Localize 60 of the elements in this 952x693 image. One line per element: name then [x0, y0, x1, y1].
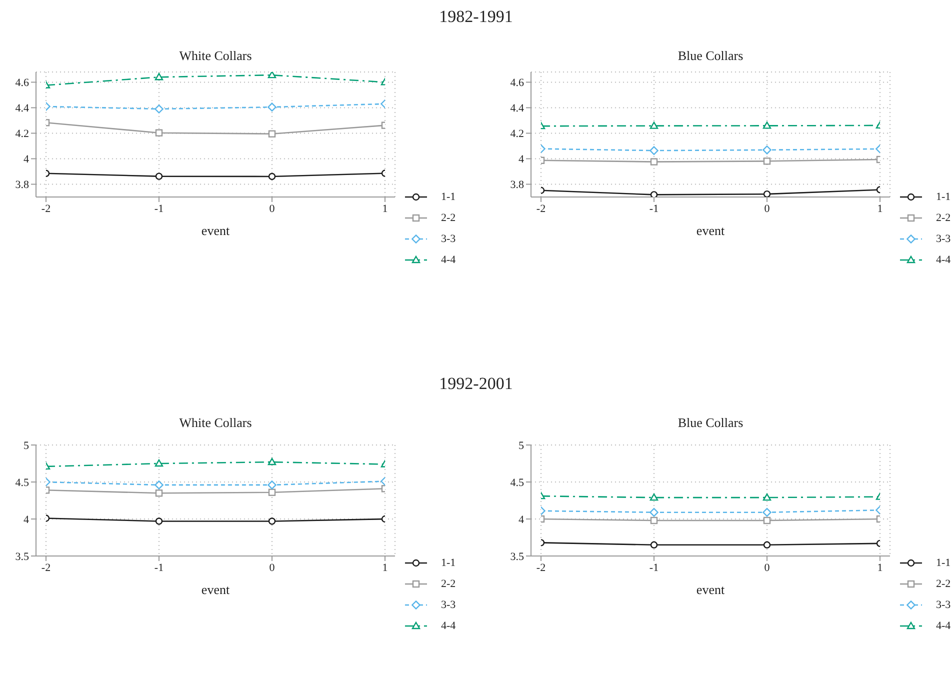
x-axis-title: event [696, 223, 725, 238]
x-tick-label: 1 [877, 562, 883, 574]
legend-label: 4-4 [936, 254, 951, 266]
x-tick-label: -1 [154, 202, 164, 215]
x-tick-label: -2 [536, 202, 546, 215]
x-tick-label: 1 [877, 202, 883, 215]
x-tick-label: 0 [764, 202, 770, 215]
legend-label: 4-4 [936, 620, 951, 632]
chart-title: White Collars [178, 47, 253, 65]
x-tick-label: -2 [41, 202, 51, 215]
x-axis-title: event [201, 223, 230, 238]
legend-label: 3-3 [441, 598, 456, 611]
y-tick-label: 3.8 [15, 179, 30, 192]
x-tick-label: -2 [41, 562, 51, 574]
legend-label: 3-3 [936, 598, 951, 611]
legend-label: 2-2 [441, 578, 456, 590]
y-tick-label: 4.2 [510, 128, 524, 140]
x-tick-label: 0 [269, 202, 276, 215]
y-tick-label: 4 [518, 154, 524, 166]
text: 1992-2001 [439, 374, 513, 393]
legend-label: 1-1 [936, 191, 951, 204]
y-tick-label: 4 [24, 154, 30, 166]
y-tick-label: 4.5 [510, 476, 524, 489]
y-tick-label: 4.6 [15, 77, 30, 90]
x-tick-label: -1 [154, 562, 164, 574]
legend-label: 3-3 [936, 233, 951, 246]
legend-label: 1-1 [936, 556, 951, 569]
y-tick-label: 4.4 [15, 102, 30, 115]
y-tick-label: 5 [518, 440, 524, 452]
y-tick-label: 3.5 [510, 550, 524, 563]
chart-title: White Collars [178, 414, 253, 432]
x-tick-label: 1 [382, 562, 388, 574]
y-tick-label: 5 [24, 440, 30, 452]
legend-label: 3-3 [441, 233, 456, 246]
y-tick-label: 4.5 [15, 476, 30, 489]
legend-label: 2-2 [936, 212, 951, 224]
x-axis-title: event [696, 582, 725, 597]
legend-label: 4-4 [441, 620, 456, 632]
x-tick-label: -1 [649, 202, 659, 215]
legend-label: 1-1 [441, 191, 456, 204]
y-tick-label: 4.4 [510, 102, 524, 115]
x-tick-label: -1 [649, 562, 659, 574]
y-tick-label: 4.2 [15, 128, 29, 140]
y-tick-label: 4 [518, 514, 524, 526]
legend-label: 2-2 [936, 578, 951, 590]
text: 1982-1991 [439, 7, 513, 26]
x-tick-label: 0 [764, 562, 770, 574]
x-tick-label: -2 [536, 562, 546, 574]
legend-label: 4-4 [441, 254, 456, 266]
chart-title: Blue Collars [676, 414, 744, 432]
x-tick-label: 1 [382, 202, 388, 215]
x-tick-label: 0 [269, 562, 276, 574]
y-tick-label: 4 [24, 514, 30, 526]
legend-label: 1-1 [441, 556, 456, 569]
chart-title: Blue Collars [676, 47, 744, 65]
legend-label: 2-2 [441, 212, 456, 224]
y-tick-label: 4.6 [510, 77, 524, 90]
y-tick-label: 3.5 [15, 550, 30, 563]
x-axis-title: event [201, 582, 230, 597]
y-tick-label: 3.8 [510, 179, 524, 192]
